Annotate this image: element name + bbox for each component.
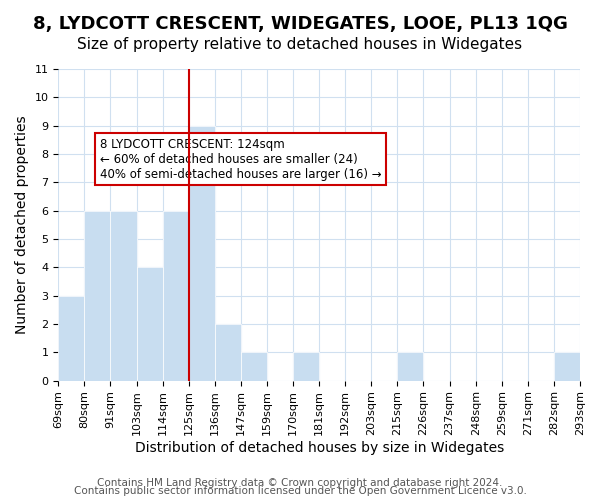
Text: Size of property relative to detached houses in Widegates: Size of property relative to detached ho…: [77, 38, 523, 52]
Y-axis label: Number of detached properties: Number of detached properties: [15, 116, 29, 334]
Text: Contains HM Land Registry data © Crown copyright and database right 2024.: Contains HM Land Registry data © Crown c…: [97, 478, 503, 488]
Bar: [85, 210, 110, 380]
Bar: [215, 324, 241, 380]
Text: 8 LYDCOTT CRESCENT: 124sqm
← 60% of detached houses are smaller (24)
40% of semi: 8 LYDCOTT CRESCENT: 124sqm ← 60% of deta…: [100, 138, 382, 180]
Bar: [110, 210, 137, 380]
Text: Contains public sector information licensed under the Open Government Licence v3: Contains public sector information licen…: [74, 486, 526, 496]
Bar: [137, 268, 163, 380]
Bar: [397, 352, 424, 380]
Bar: [58, 296, 85, 380]
X-axis label: Distribution of detached houses by size in Widegates: Distribution of detached houses by size …: [134, 441, 504, 455]
Bar: [554, 352, 580, 380]
Bar: [189, 126, 215, 380]
Bar: [293, 352, 319, 380]
Text: 8, LYDCOTT CRESCENT, WIDEGATES, LOOE, PL13 1QG: 8, LYDCOTT CRESCENT, WIDEGATES, LOOE, PL…: [32, 15, 568, 33]
Bar: [163, 210, 189, 380]
Bar: [241, 352, 267, 380]
